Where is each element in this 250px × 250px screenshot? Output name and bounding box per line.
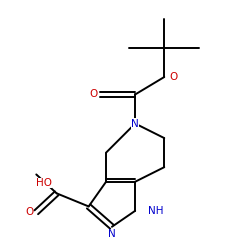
Text: HO: HO [36,178,52,188]
Text: N: N [131,118,139,128]
Text: N: N [108,229,116,239]
Text: O: O [89,90,97,100]
Text: O: O [170,72,178,82]
Text: O: O [25,207,34,217]
Text: NH: NH [148,206,164,216]
